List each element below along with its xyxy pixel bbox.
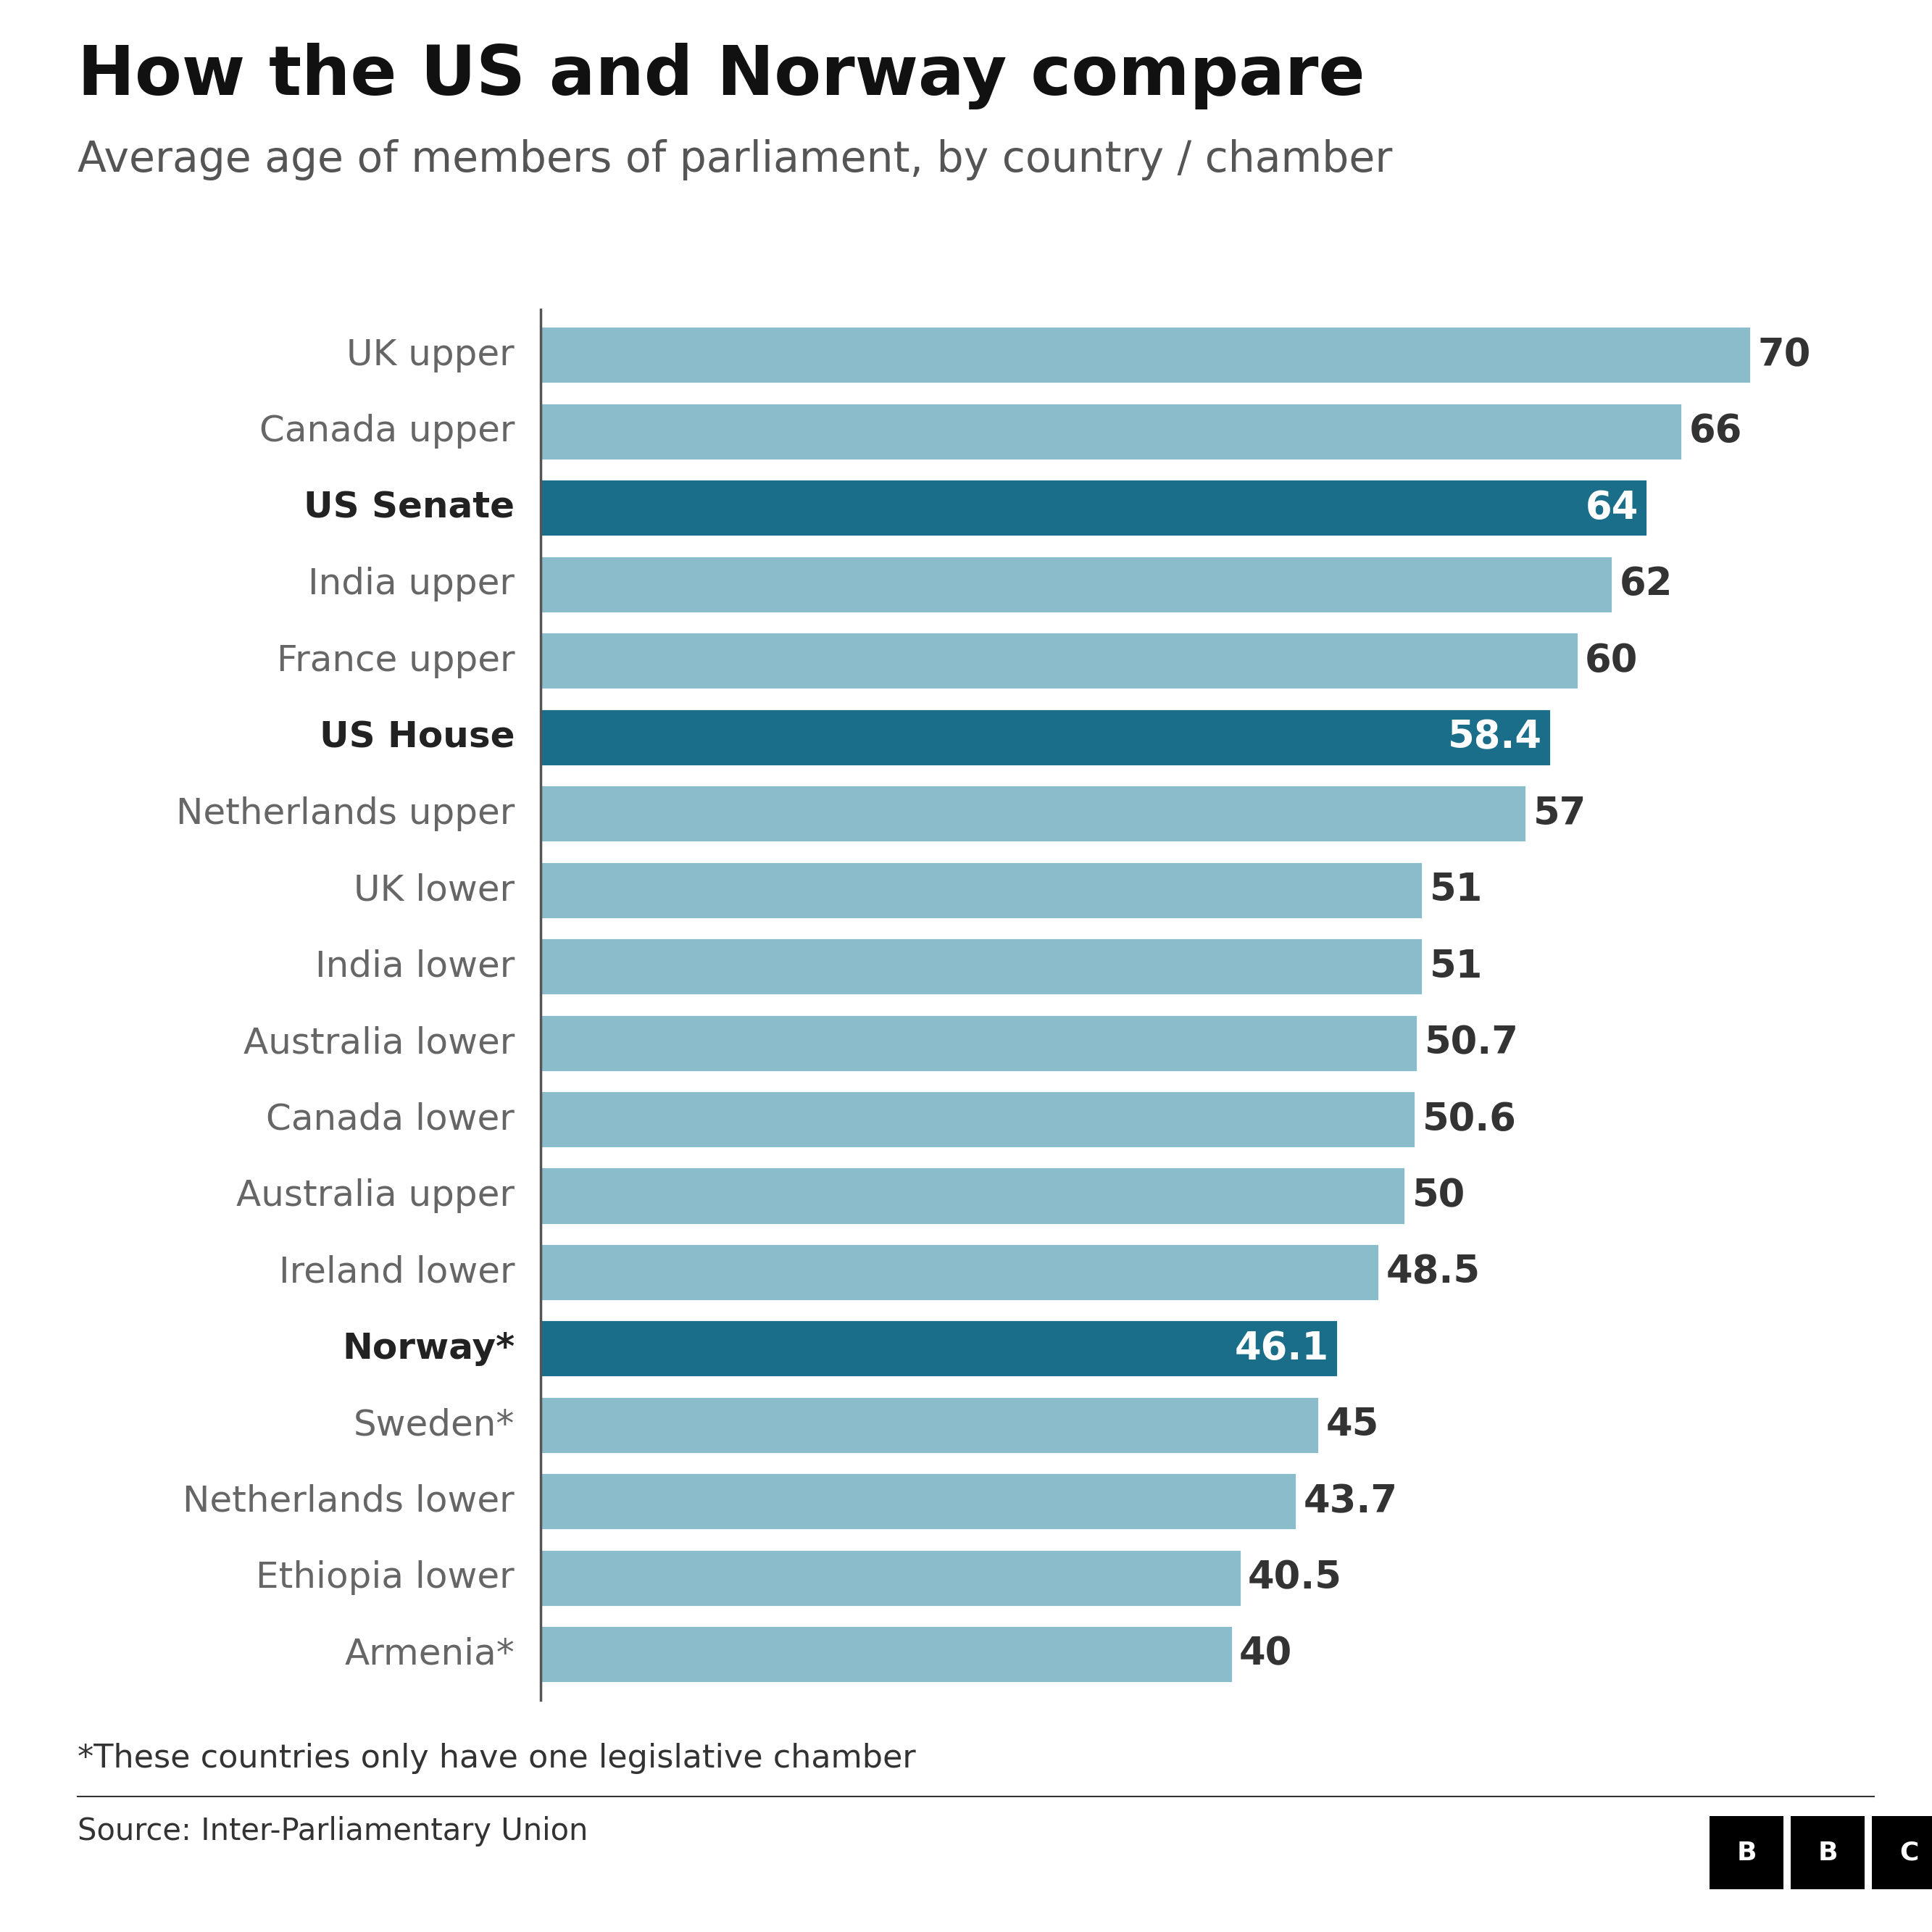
Bar xyxy=(541,784,1526,842)
Text: US Senate: US Senate xyxy=(303,491,514,526)
Text: 50.7: 50.7 xyxy=(1424,1024,1519,1063)
Bar xyxy=(541,632,1578,690)
Text: UK upper: UK upper xyxy=(346,338,514,373)
Bar xyxy=(541,1092,1416,1148)
Text: 51: 51 xyxy=(1430,947,1482,985)
Bar xyxy=(541,1625,1233,1683)
Text: 50: 50 xyxy=(1412,1177,1464,1215)
Bar xyxy=(541,1320,1337,1378)
Text: 51: 51 xyxy=(1430,871,1482,908)
Text: UK lower: UK lower xyxy=(354,873,514,908)
Text: Norway*: Norway* xyxy=(342,1331,514,1366)
Text: Average age of members of parliament, by country / chamber: Average age of members of parliament, by… xyxy=(77,139,1393,180)
Text: 40: 40 xyxy=(1238,1636,1293,1673)
Text: Australia lower: Australia lower xyxy=(243,1026,514,1061)
Bar xyxy=(541,479,1648,537)
Text: 50.6: 50.6 xyxy=(1422,1101,1517,1138)
Text: Australia upper: Australia upper xyxy=(236,1179,514,1213)
Text: India lower: India lower xyxy=(315,949,514,983)
Text: 64: 64 xyxy=(1586,489,1638,527)
Bar xyxy=(541,1472,1296,1530)
Text: 60: 60 xyxy=(1584,641,1638,680)
Bar xyxy=(541,1397,1320,1453)
Bar xyxy=(541,1014,1418,1072)
Text: B: B xyxy=(1737,1841,1756,1864)
Text: *These countries only have one legislative chamber: *These countries only have one legislati… xyxy=(77,1743,916,1774)
Text: 58.4: 58.4 xyxy=(1447,719,1542,755)
Text: Canada upper: Canada upper xyxy=(259,413,514,448)
Text: Armenia*: Armenia* xyxy=(344,1636,514,1671)
Text: How the US and Norway compare: How the US and Norway compare xyxy=(77,43,1364,110)
Text: 43.7: 43.7 xyxy=(1304,1482,1397,1520)
Text: Ethiopia lower: Ethiopia lower xyxy=(257,1561,514,1596)
Bar xyxy=(541,556,1613,612)
Text: India upper: India upper xyxy=(307,566,514,601)
Text: 57: 57 xyxy=(1534,794,1586,833)
Text: 62: 62 xyxy=(1619,566,1673,603)
Text: 45: 45 xyxy=(1325,1406,1379,1443)
Text: 66: 66 xyxy=(1689,413,1743,450)
Bar xyxy=(541,1167,1405,1225)
Text: US House: US House xyxy=(319,721,514,755)
Text: Source: Inter-Parliamentary Union: Source: Inter-Parliamentary Union xyxy=(77,1816,587,1847)
Text: 70: 70 xyxy=(1758,336,1810,373)
Text: France upper: France upper xyxy=(276,643,514,678)
Text: Ireland lower: Ireland lower xyxy=(278,1254,514,1289)
Text: B: B xyxy=(1818,1841,1837,1864)
Text: Netherlands lower: Netherlands lower xyxy=(184,1484,514,1519)
Text: 48.5: 48.5 xyxy=(1387,1254,1480,1291)
Text: 40.5: 40.5 xyxy=(1248,1559,1343,1596)
Text: Sweden*: Sweden* xyxy=(354,1408,514,1443)
Bar xyxy=(541,937,1422,995)
Text: Canada lower: Canada lower xyxy=(267,1101,514,1136)
Text: C: C xyxy=(1899,1841,1918,1864)
Bar xyxy=(541,709,1551,765)
Bar xyxy=(541,402,1683,460)
Bar xyxy=(541,1549,1240,1607)
Text: 46.1: 46.1 xyxy=(1235,1329,1329,1368)
Bar xyxy=(541,862,1422,918)
Text: Netherlands upper: Netherlands upper xyxy=(176,796,514,831)
Bar xyxy=(541,327,1750,384)
Bar xyxy=(541,1244,1379,1300)
